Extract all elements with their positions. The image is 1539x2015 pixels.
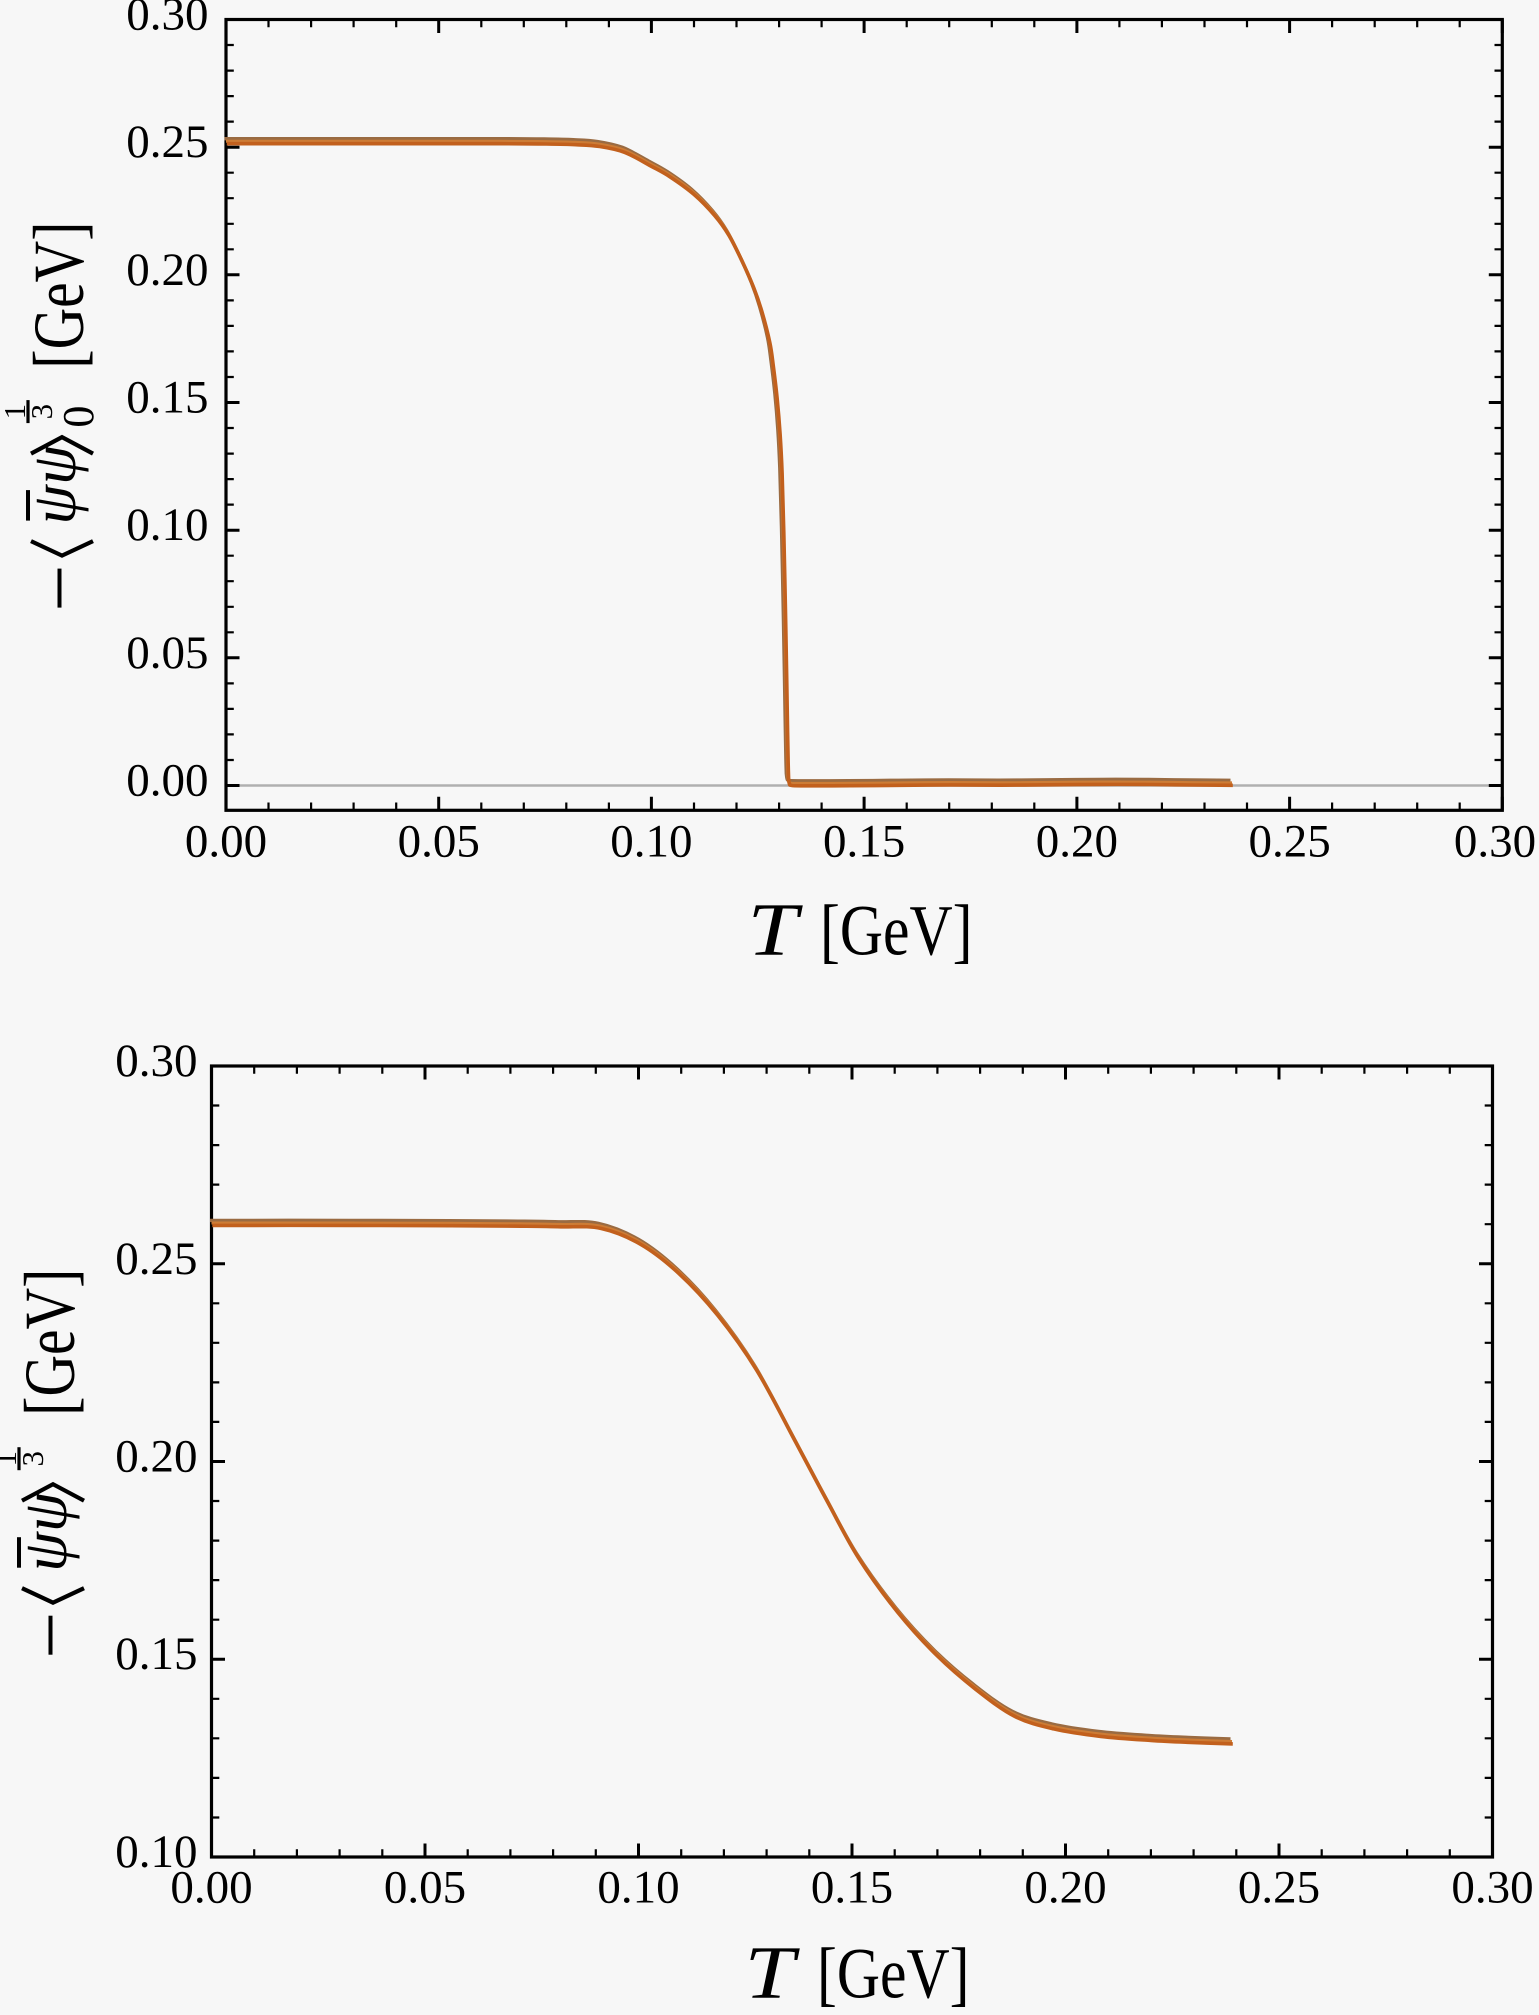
- svg-text:3: 3: [24, 404, 59, 420]
- svg-text:0.10: 0.10: [597, 1862, 679, 1914]
- svg-text:0.15: 0.15: [126, 372, 208, 424]
- svg-text:T: T: [748, 889, 804, 972]
- svg-text:T: T: [745, 1932, 801, 2015]
- svg-text:0.25: 0.25: [126, 116, 208, 168]
- svg-text:0.25: 0.25: [115, 1233, 197, 1285]
- svg-text:0.05: 0.05: [384, 1862, 466, 1914]
- svg-text:0.15: 0.15: [823, 816, 905, 868]
- svg-text:0.30: 0.30: [1454, 816, 1536, 868]
- svg-text:0.00: 0.00: [185, 816, 267, 868]
- svg-text:[GeV]: [GeV]: [10, 1269, 90, 1416]
- svg-text:0.10: 0.10: [610, 816, 692, 868]
- svg-text:0.20: 0.20: [115, 1431, 197, 1483]
- svg-text:0.30: 0.30: [126, 0, 208, 41]
- svg-text:0.20: 0.20: [1024, 1862, 1106, 1914]
- svg-text:3: 3: [15, 1451, 50, 1467]
- svg-text:[GeV]: [GeV]: [19, 222, 99, 369]
- svg-text:0.15: 0.15: [811, 1862, 893, 1914]
- svg-text:0.10: 0.10: [126, 499, 208, 551]
- svg-text:0.10: 0.10: [115, 1826, 197, 1878]
- svg-text:0: 0: [54, 406, 103, 428]
- svg-text:0.30: 0.30: [115, 1035, 197, 1087]
- svg-text:[GeV]: [GeV]: [817, 1934, 970, 2014]
- svg-text:[GeV]: [GeV]: [820, 891, 973, 971]
- svg-text:0.25: 0.25: [1238, 1862, 1320, 1914]
- svg-text:0.00: 0.00: [126, 755, 208, 807]
- svg-text:0.05: 0.05: [126, 627, 208, 679]
- svg-text:0.20: 0.20: [126, 244, 208, 296]
- svg-text:0.30: 0.30: [1451, 1862, 1533, 1914]
- svg-text:1: 1: [0, 1451, 23, 1467]
- svg-text:1: 1: [0, 404, 32, 420]
- svg-text:0.00: 0.00: [170, 1862, 252, 1914]
- svg-text:0.20: 0.20: [1036, 816, 1118, 868]
- svg-text:0.05: 0.05: [398, 816, 480, 868]
- svg-text:0.25: 0.25: [1248, 816, 1330, 868]
- svg-text:0.15: 0.15: [115, 1628, 197, 1680]
